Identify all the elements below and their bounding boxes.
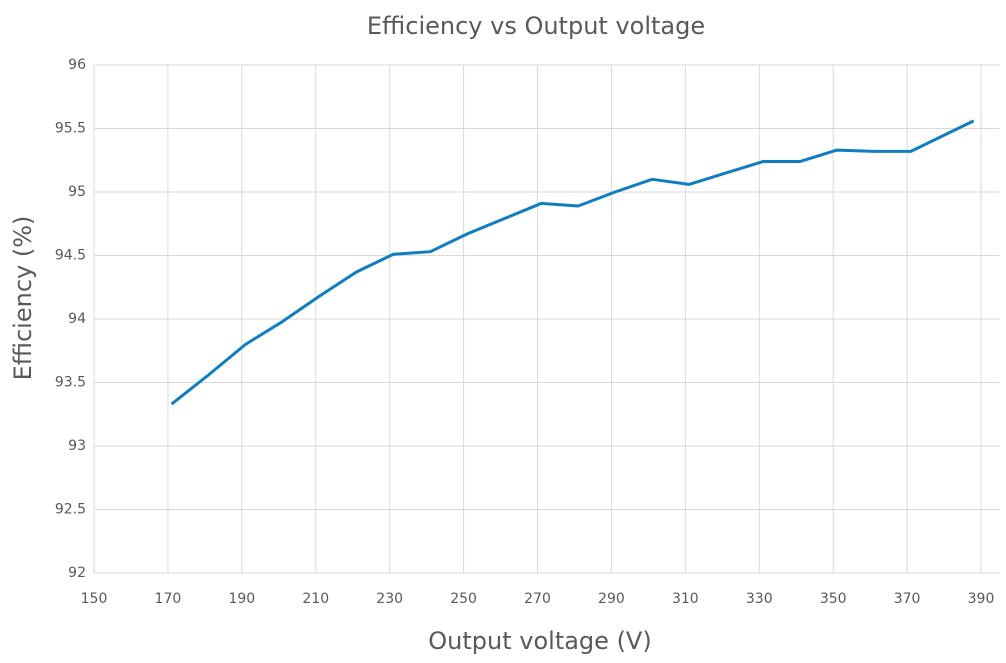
x-tick-label: 370 [894,591,921,607]
x-tick-label: 390 [968,591,995,607]
x-tick-label: 310 [672,591,699,607]
y-tick-label: 93 [68,438,86,454]
y-tick-label: 95.5 [55,121,86,137]
x-axis-label: Output voltage (V) [428,627,651,655]
x-tick-label: 210 [302,591,329,607]
y-tick-label: 94.5 [55,248,86,264]
y-tick-label: 92.5 [55,502,86,518]
x-tick-label: 350 [820,591,847,607]
chart-title: Efficiency vs Output voltage [367,12,705,40]
y-tick-label: 93.5 [55,375,86,391]
x-tick-label: 170 [155,591,182,607]
x-tick-label: 290 [598,591,625,607]
x-tick-label: 190 [228,591,255,607]
x-tick-label: 330 [746,591,773,607]
x-tick-label: 270 [524,591,551,607]
x-tick-label: 230 [376,591,403,607]
y-tick-label: 96 [68,57,86,73]
y-axis-label: Efficiency (%) [9,216,37,381]
data-line [170,119,975,406]
y-tick-label: 92 [68,565,86,581]
x-tick-label: 250 [450,591,477,607]
y-tick-label: 95 [68,184,86,200]
x-tick-label: 150 [81,591,108,607]
y-tick-label: 94 [68,311,86,327]
